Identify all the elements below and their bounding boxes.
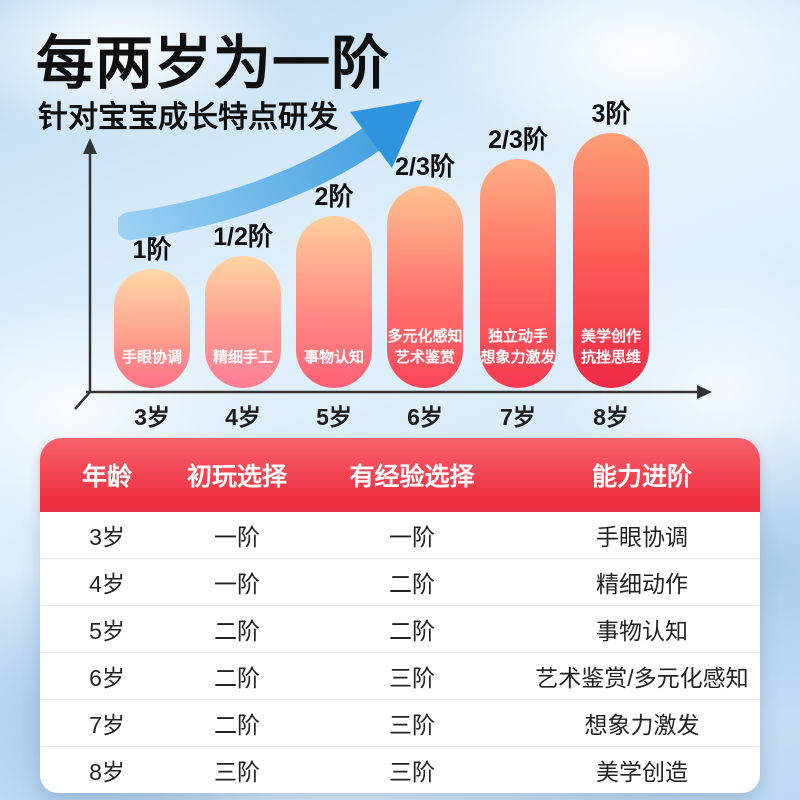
table-header-row: 年龄 初玩选择 有经验选择 能力进阶 [40,438,760,512]
age-stage-table: 年龄 初玩选择 有经验选择 能力进阶 3岁 一阶 一阶 手眼协调 4岁 一阶 二… [40,438,760,793]
bar-skill-text: 事物认知 [303,349,364,366]
bar-age-3: 手眼协调 [114,269,190,388]
x-axis-label: 4岁 [225,404,261,430]
cell-first-play: 二阶 [214,665,260,691]
bar-age-8: 美学创作 抗挫思维 [573,133,649,388]
table-row: 5岁 二阶 二阶 事物认知 [40,605,760,652]
table-header-age: 年龄 [81,463,132,491]
bar-age-5: 事物认知 [296,216,372,388]
table-header-first-play: 初玩选择 [186,463,287,491]
cell-first-play: 二阶 [214,712,260,738]
page-title: 每两岁为一阶 [36,31,391,96]
x-axis-label: 8岁 [593,404,629,430]
cell-age: 6岁 [89,665,125,691]
stage-label: 3阶 [591,100,631,128]
table-header-ability: 能力进阶 [591,463,692,491]
cell-experienced: 三阶 [389,712,435,738]
table-row: 4岁 一阶 二阶 精细动作 [40,558,760,605]
cell-age: 5岁 [89,618,125,644]
bar-age-4: 精细手工 [205,256,281,388]
stage-label: 2/3阶 [488,126,548,154]
cell-experienced: 三阶 [389,665,435,691]
table-row: 8岁 三阶 三阶 美学创造 [40,746,760,793]
stage-label: 2/3阶 [395,153,455,181]
table-row: 3岁 一阶 一阶 手眼协调 [40,512,760,558]
bar-skill-text: 美学创作 抗挫思维 [580,328,641,366]
cell-ability: 精细动作 [596,571,688,597]
cell-experienced: 二阶 [389,571,435,597]
cell-experienced: 一阶 [389,524,435,550]
stage-label: 2阶 [314,183,354,211]
bar-skill-text: 多元化感知 艺术鉴赏 [387,328,463,366]
x-axis-label: 7岁 [500,404,536,430]
cell-experienced: 二阶 [389,618,435,644]
cell-age: 8岁 [89,759,125,785]
cell-first-play: 二阶 [214,618,260,644]
bar-skill-text: 精细手工 [212,349,273,366]
stage-label: 1/2阶 [213,223,273,251]
cell-experienced: 三阶 [389,759,435,785]
x-axis-label: 6岁 [407,404,443,430]
cell-ability: 艺术鉴赏/多元化感知 [535,665,749,691]
bar-skill-text: 手眼协调 [121,349,182,366]
table-row: 6岁 二阶 三阶 艺术鉴赏/多元化感知 [40,652,760,699]
stage-label: 1阶 [132,236,172,264]
table-row: 7岁 二阶 三阶 想象力激发 [40,699,760,746]
bar-age-7: 独立动手 想象力激发 [480,159,556,388]
table-header-experienced: 有经验选择 [349,463,475,491]
cell-ability: 手眼协调 [596,524,688,550]
cell-ability: 事物认知 [596,618,688,644]
x-axis-label: 5岁 [316,404,352,430]
cell-ability: 想象力激发 [584,712,700,738]
x-axis-label: 3岁 [134,404,170,430]
table-body: 3岁 一阶 一阶 手眼协调 4岁 一阶 二阶 精细动作 5岁 二阶 二阶 事物认… [40,512,760,793]
cell-age: 4岁 [89,571,125,597]
page-subtitle: 针对宝宝成长特点研发 [38,101,338,134]
cell-first-play: 三阶 [214,759,260,785]
cell-first-play: 一阶 [214,571,260,597]
bar-age-6: 多元化感知 艺术鉴赏 [387,186,463,388]
cell-ability: 美学创造 [596,759,688,785]
bar-skill-text: 独立动手 想象力激发 [480,328,556,366]
cell-age: 3岁 [89,524,125,550]
cell-age: 7岁 [89,712,125,738]
cell-first-play: 一阶 [214,524,260,550]
